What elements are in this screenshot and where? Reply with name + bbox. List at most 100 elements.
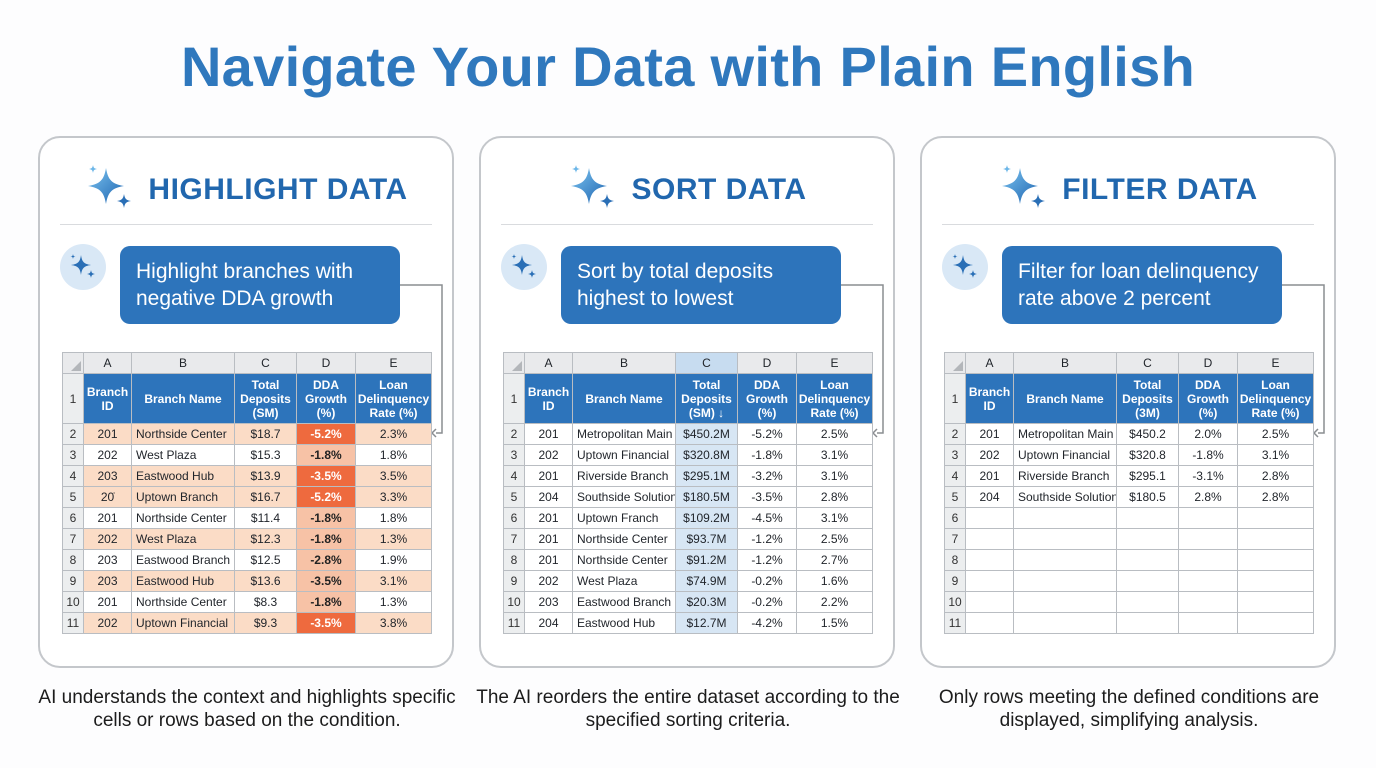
- table-cell[interactable]: Southside Solutions: [1013, 486, 1117, 508]
- table-cell[interactable]: Riverside Branch: [1013, 465, 1117, 487]
- select-all-corner[interactable]: [503, 352, 525, 374]
- table-cell[interactable]: 201: [965, 423, 1014, 445]
- table-cell[interactable]: Northside Center: [572, 528, 676, 550]
- table-cell[interactable]: -1.2%: [737, 528, 797, 550]
- row-number[interactable]: 10: [62, 591, 84, 613]
- table-cell[interactable]: 1.3%: [355, 528, 432, 550]
- row-number[interactable]: 2: [503, 423, 525, 445]
- table-cell[interactable]: [965, 507, 1014, 529]
- table-cell[interactable]: -0.2%: [737, 570, 797, 592]
- table-cell[interactable]: 202: [83, 612, 132, 634]
- table-cell[interactable]: Riverside Branch: [572, 465, 676, 487]
- table-cell[interactable]: Uptown Franch: [572, 507, 676, 529]
- table-cell[interactable]: 1.6%: [796, 570, 873, 592]
- table-cell[interactable]: [1237, 570, 1314, 592]
- table-cell[interactable]: 3.8%: [355, 612, 432, 634]
- row-number[interactable]: 6: [944, 507, 966, 529]
- table-cell[interactable]: 204: [524, 612, 573, 634]
- table-cell[interactable]: 201: [524, 549, 573, 571]
- table-cell[interactable]: Eastwood Hub: [131, 465, 235, 487]
- table-cell[interactable]: -3.5%: [296, 570, 356, 592]
- table-cell[interactable]: [1116, 612, 1179, 634]
- table-cell[interactable]: Eastwood Hub: [131, 570, 235, 592]
- table-cell[interactable]: Northside Center: [572, 549, 676, 571]
- row-number[interactable]: 1: [503, 373, 525, 424]
- row-number[interactable]: 6: [62, 507, 84, 529]
- table-cell[interactable]: $295.1: [1116, 465, 1179, 487]
- column-header-c[interactable]: C: [234, 352, 297, 374]
- table-cell[interactable]: Uptown Financial: [572, 444, 676, 466]
- table-cell[interactable]: [1116, 570, 1179, 592]
- table-cell[interactable]: -1.8%: [296, 507, 356, 529]
- table-cell[interactable]: 2.2%: [796, 591, 873, 613]
- table-cell[interactable]: Metropolitan Main: [1013, 423, 1117, 445]
- table-cell[interactable]: 202: [83, 528, 132, 550]
- table-cell[interactable]: 3.1%: [1237, 444, 1314, 466]
- field-header[interactable]: Branch ID: [524, 373, 573, 424]
- row-number[interactable]: 6: [503, 507, 525, 529]
- table-cell[interactable]: [1013, 507, 1117, 529]
- table-cell[interactable]: $11.4: [234, 507, 297, 529]
- table-cell[interactable]: -1.8%: [296, 528, 356, 550]
- column-header-d[interactable]: D: [296, 352, 356, 374]
- table-cell[interactable]: Northside Center: [131, 591, 235, 613]
- field-header[interactable]: Loan Delinquency Rate (%): [355, 373, 432, 424]
- table-cell[interactable]: Uptown Financial: [1013, 444, 1117, 466]
- column-header-a[interactable]: A: [83, 352, 132, 374]
- table-cell[interactable]: -5.2%: [737, 423, 797, 445]
- table-cell[interactable]: [1013, 612, 1117, 634]
- table-cell[interactable]: $13.9: [234, 465, 297, 487]
- field-header[interactable]: Loan Delinquency Rate (%): [1237, 373, 1314, 424]
- table-cell[interactable]: -0.2%: [737, 591, 797, 613]
- table-cell[interactable]: 3.1%: [796, 465, 873, 487]
- field-header[interactable]: Loan Delinquency Rate (%): [796, 373, 873, 424]
- table-cell[interactable]: -5.2%: [296, 423, 356, 445]
- row-number[interactable]: 8: [503, 549, 525, 571]
- table-cell[interactable]: $74.9M: [675, 570, 738, 592]
- row-number[interactable]: 5: [62, 486, 84, 508]
- table-cell[interactable]: $320.8M: [675, 444, 738, 466]
- table-cell[interactable]: 203: [83, 570, 132, 592]
- table-cell[interactable]: 2.8%: [1178, 486, 1238, 508]
- table-cell[interactable]: [1013, 549, 1117, 571]
- table-cell[interactable]: [1237, 507, 1314, 529]
- table-cell[interactable]: 3.5%: [355, 465, 432, 487]
- row-number[interactable]: 3: [503, 444, 525, 466]
- table-cell[interactable]: -1.8%: [296, 444, 356, 466]
- column-header-d[interactable]: D: [1178, 352, 1238, 374]
- table-cell[interactable]: $180.5: [1116, 486, 1179, 508]
- table-cell[interactable]: -2.8%: [296, 549, 356, 571]
- table-cell[interactable]: [1013, 528, 1117, 550]
- row-number[interactable]: 7: [503, 528, 525, 550]
- table-cell[interactable]: 20̇: [83, 486, 132, 508]
- field-header[interactable]: Branch ID: [83, 373, 132, 424]
- row-number[interactable]: 9: [944, 570, 966, 592]
- row-number[interactable]: 2: [944, 423, 966, 445]
- row-number[interactable]: 11: [503, 612, 525, 634]
- table-cell[interactable]: 1.9%: [355, 549, 432, 571]
- table-cell[interactable]: [1178, 507, 1238, 529]
- table-cell[interactable]: Eastwood Branch: [131, 549, 235, 571]
- row-number[interactable]: 8: [62, 549, 84, 571]
- field-header[interactable]: Branch Name: [131, 373, 235, 424]
- table-cell[interactable]: $12.3: [234, 528, 297, 550]
- table-cell[interactable]: $8.3: [234, 591, 297, 613]
- select-all-corner[interactable]: [62, 352, 84, 374]
- table-cell[interactable]: 1.8%: [355, 507, 432, 529]
- table-cell[interactable]: [965, 570, 1014, 592]
- table-cell[interactable]: Uptown Branch: [131, 486, 235, 508]
- table-cell[interactable]: 2.7%: [796, 549, 873, 571]
- column-header-c[interactable]: C: [1116, 352, 1179, 374]
- table-cell[interactable]: 2.5%: [796, 528, 873, 550]
- field-header[interactable]: Total Deposits (3M): [1116, 373, 1179, 424]
- row-number[interactable]: 7: [62, 528, 84, 550]
- field-header[interactable]: DDA Growth (%): [1178, 373, 1238, 424]
- table-cell[interactable]: [1237, 528, 1314, 550]
- field-header[interactable]: Branch Name: [572, 373, 676, 424]
- table-cell[interactable]: Northside Center: [131, 507, 235, 529]
- table-cell[interactable]: 2.8%: [1237, 486, 1314, 508]
- table-cell[interactable]: 1.8%: [355, 444, 432, 466]
- table-cell[interactable]: 204: [524, 486, 573, 508]
- table-cell[interactable]: 201: [524, 507, 573, 529]
- table-cell[interactable]: -1.2%: [737, 549, 797, 571]
